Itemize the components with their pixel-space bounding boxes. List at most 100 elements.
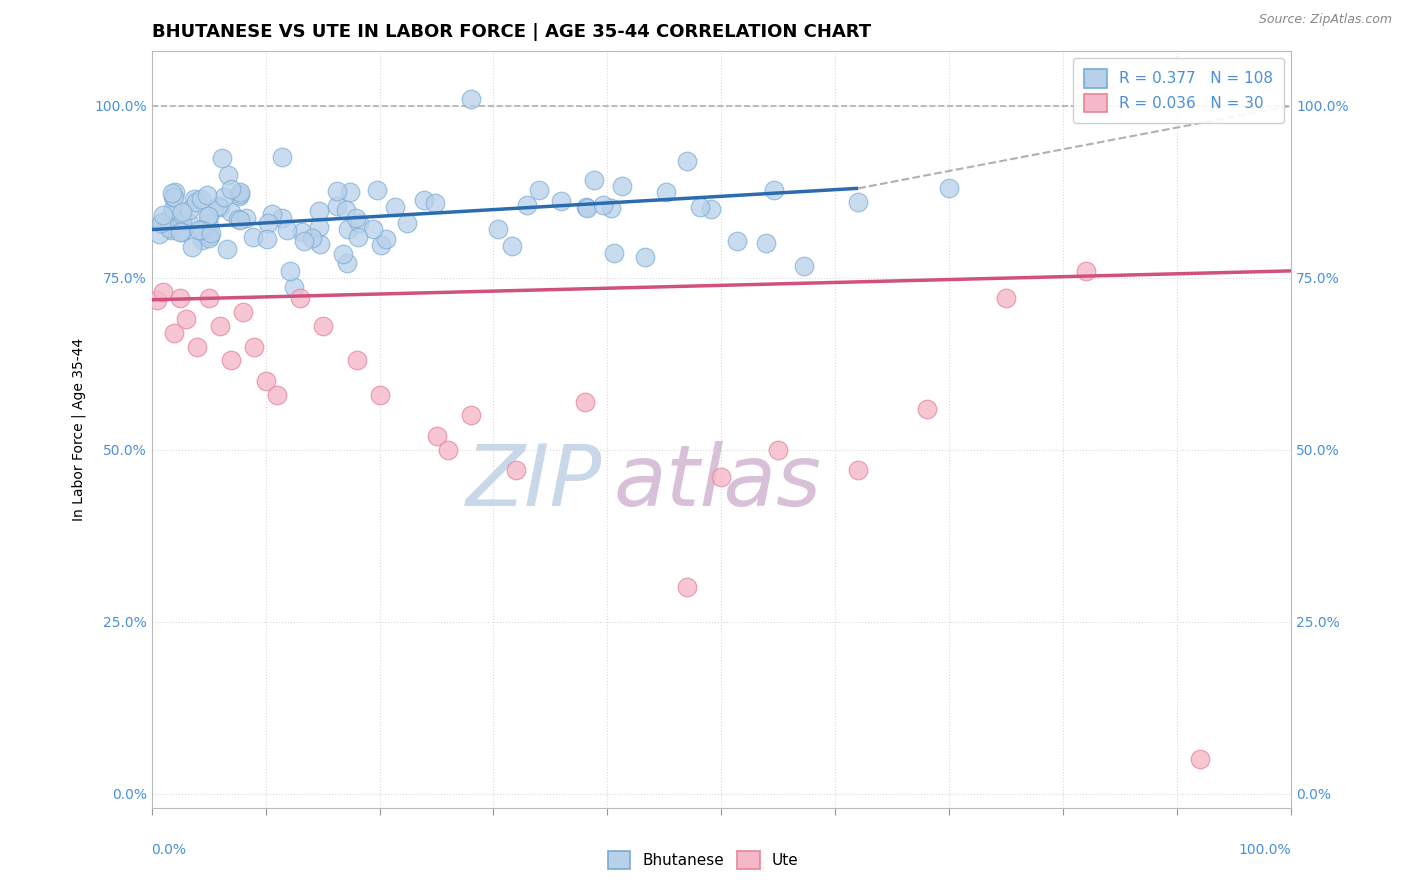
Y-axis label: In Labor Force | Age 35-44: In Labor Force | Age 35-44 [72,337,86,521]
Point [375,231,398,245]
Point [172,225,194,239]
Point [846,463,869,477]
Point [165,185,187,199]
Point [550,194,572,209]
Point [174,312,197,326]
Point [159,208,181,222]
Point [190,193,212,207]
Point [505,463,527,477]
Point [208,200,231,214]
Legend: R = 0.377   N = 108, R = 0.036   N = 30: R = 0.377 N = 108, R = 0.036 N = 30 [1073,58,1284,123]
Point [460,409,482,423]
Point [229,185,252,199]
Point [278,264,301,278]
Point [425,196,447,211]
Point [346,229,368,244]
Point [198,228,221,243]
Point [793,259,815,273]
Point [243,340,266,354]
Point [221,353,243,368]
Point [198,231,221,245]
Point [603,245,626,260]
Point [762,183,785,197]
Legend: Bhutanese, Ute: Bhutanese, Ute [602,845,804,875]
Point [159,223,181,237]
Point [169,292,191,306]
Point [232,305,254,319]
Point [208,318,231,333]
Point [170,204,193,219]
Point [183,192,205,206]
Point [271,211,294,226]
Point [148,227,170,242]
Point [676,153,699,168]
Text: 0.0%: 0.0% [152,843,187,857]
Point [207,199,229,213]
Text: BHUTANESE VS UTE IN LABOR FORCE | AGE 35-44 CORRELATION CHART: BHUTANESE VS UTE IN LABOR FORCE | AGE 35… [152,23,870,41]
Point [228,189,250,203]
Point [229,213,252,227]
Point [242,230,264,244]
Point [311,318,333,333]
Point [576,201,599,215]
Point [768,442,790,457]
Point [288,292,311,306]
Point [150,214,173,228]
Point [325,185,347,199]
Point [150,216,173,230]
Point [260,207,283,221]
Point [169,225,191,239]
Point [179,216,201,230]
Point [412,193,434,207]
Point [283,279,305,293]
Point [527,183,550,197]
Text: Source: ZipAtlas.com: Source: ZipAtlas.com [1258,13,1392,27]
Point [676,581,699,595]
Point [163,190,186,204]
Point [336,222,359,236]
Point [214,190,236,204]
Point [266,388,288,402]
Point [384,200,406,214]
Point [301,231,323,245]
Point [200,226,222,240]
Point [366,183,388,197]
Point [215,242,238,256]
Point [915,401,938,416]
Point [326,200,349,214]
Point [195,188,218,202]
Point [152,209,174,223]
Point [938,181,960,195]
Point [217,168,239,182]
Point [197,209,219,223]
Point [486,222,509,236]
Point [347,216,370,230]
Point [211,151,233,165]
Point [846,195,869,210]
Point [188,222,211,236]
Point [162,190,184,204]
Point [368,388,391,402]
Point [157,220,180,235]
Point [172,214,194,228]
Point [221,205,243,219]
Point [228,212,250,227]
Point [583,173,606,187]
Point [592,198,614,212]
Point [191,233,214,247]
Point [725,234,748,248]
Point [689,200,711,214]
Point [197,210,219,224]
Point [346,353,368,368]
Point [1189,752,1212,766]
Point [186,340,208,354]
Point [574,394,596,409]
Point [294,234,316,248]
Text: 100.0%: 100.0% [1239,843,1291,857]
Point [276,223,298,237]
Text: atlas: atlas [613,441,821,524]
Point [361,222,384,236]
Point [425,429,447,443]
Point [270,150,292,164]
Point [612,179,634,194]
